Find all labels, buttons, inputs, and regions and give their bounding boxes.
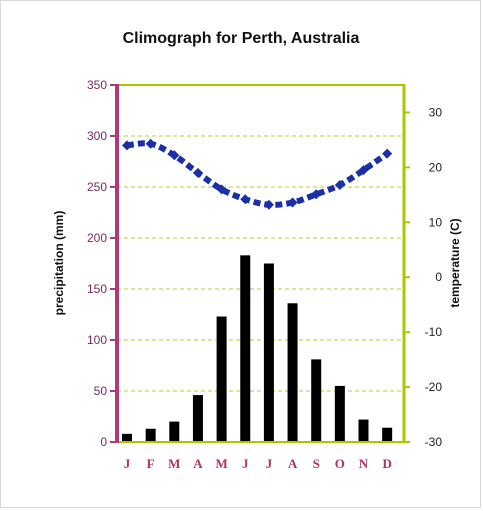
precipitation-tick-label: 0 xyxy=(100,435,107,449)
month-label: F xyxy=(147,456,155,471)
temperature-point xyxy=(382,148,393,159)
temperature-point xyxy=(145,138,156,149)
precipitation-bar xyxy=(145,428,156,442)
precipitation-tick-label: 100 xyxy=(87,333,107,347)
precipitation-bars xyxy=(122,255,393,442)
precipitation-bar xyxy=(334,385,345,442)
temperature-tick-label: -20 xyxy=(425,380,443,394)
month-label: J xyxy=(124,456,131,471)
chart-title: Climograph for Perth, Australia xyxy=(123,30,360,47)
precipitation-bar xyxy=(311,359,322,442)
temperature-tick-label: 20 xyxy=(429,160,443,174)
temperature-line xyxy=(126,140,389,208)
month-label: M xyxy=(168,456,180,471)
month-label: N xyxy=(359,456,369,471)
month-label: A xyxy=(193,456,203,471)
temperature-tick-label: 10 xyxy=(429,215,443,229)
temperature-point xyxy=(122,140,132,151)
precipitation-bar xyxy=(192,395,203,442)
temperature-point xyxy=(287,197,298,208)
temperature-tick-labels: -30 -20 -10 0 10 20 30 xyxy=(404,105,442,449)
temperature-point xyxy=(263,199,274,210)
temperature-point xyxy=(358,165,369,176)
month-label: J xyxy=(266,456,273,471)
temperature-point xyxy=(192,167,203,178)
temperature-tick-label: -10 xyxy=(425,325,443,339)
precipitation-tick-label: 200 xyxy=(87,231,107,245)
precipitation-tick-label: 250 xyxy=(87,180,107,194)
precipitation-bar xyxy=(216,316,227,442)
precipitation-bar xyxy=(382,427,393,442)
precipitation-bar xyxy=(169,421,180,442)
precipitation-bar xyxy=(287,303,298,442)
month-label: M xyxy=(215,456,227,471)
precipitation-tick-label: 350 xyxy=(87,78,107,92)
temperature-axis-label: temperature (C) xyxy=(448,218,462,307)
temperature-point xyxy=(240,194,251,205)
temperature-series xyxy=(122,138,393,210)
precipitation-bar xyxy=(263,263,274,442)
gridlines xyxy=(117,135,404,392)
month-label: S xyxy=(313,456,320,471)
month-label: D xyxy=(382,456,391,471)
precipitation-bar xyxy=(240,255,251,442)
temperature-tick-label: -30 xyxy=(425,435,443,449)
precipitation-bar xyxy=(358,419,369,442)
temperature-tick-label: 30 xyxy=(429,105,443,119)
temperature-point xyxy=(169,150,180,161)
precipitation-axis-label: precipitation (mm) xyxy=(52,211,66,316)
month-label: A xyxy=(288,456,298,471)
temperature-point xyxy=(216,184,227,195)
month-label: J xyxy=(242,456,249,471)
month-label: O xyxy=(335,456,345,471)
temperature-point xyxy=(311,189,322,200)
precipitation-tick-labels: 0 50 100 150 200 250 300 350 xyxy=(87,78,117,449)
temperature-point xyxy=(334,179,345,190)
precipitation-tick-label: 300 xyxy=(87,129,107,143)
precipitation-tick-label: 50 xyxy=(94,384,108,398)
temperature-tick-label: 0 xyxy=(435,270,442,284)
precipitation-bar xyxy=(122,433,132,442)
precipitation-tick-label: 150 xyxy=(87,282,107,296)
